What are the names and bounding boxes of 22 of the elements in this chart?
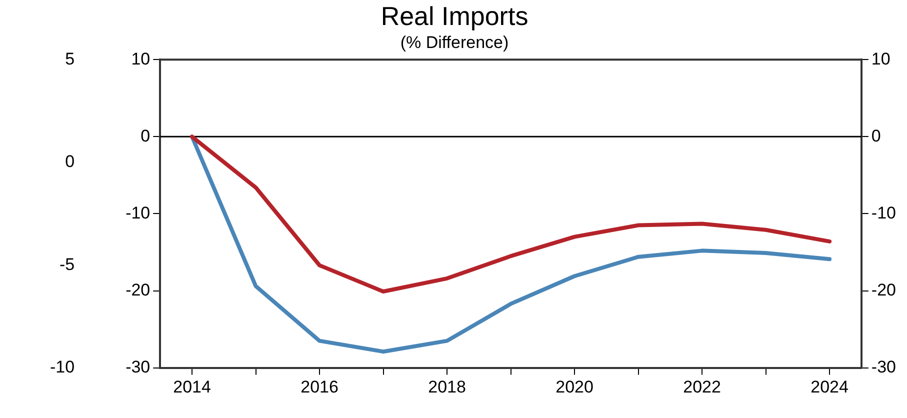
x-tick-label: 2014 <box>173 378 211 397</box>
chart-subtitle: (% Difference) <box>400 33 509 52</box>
y2-tick-label: 0 <box>871 126 881 146</box>
y3-tick-label: -5 <box>59 254 75 274</box>
y2-tick-label: 10 <box>871 49 890 68</box>
y3-tick-label: 0 <box>65 152 75 172</box>
y-tick-label: -10 <box>126 203 150 222</box>
y-tick-label: 10 <box>131 49 150 68</box>
y-tick-label: -20 <box>126 280 150 300</box>
x-tick-label: 2024 <box>810 378 848 397</box>
y-tick-label: -30 <box>126 357 150 376</box>
chart-title: Real Imports <box>380 0 528 31</box>
y2-tick-label: -20 <box>871 280 896 300</box>
y2-tick-label: -30 <box>871 357 896 376</box>
x-tick-label: 2016 <box>300 378 338 397</box>
y2-tick-label: -10 <box>871 203 896 222</box>
x-tick-label: 2018 <box>428 378 466 397</box>
y-tick-label: 0 <box>140 126 150 146</box>
y3-tick-label: -10 <box>50 357 75 376</box>
x-tick-label: 2020 <box>556 378 594 397</box>
y3-tick-label: 5 <box>65 49 75 68</box>
x-tick-label: 2022 <box>683 378 721 397</box>
